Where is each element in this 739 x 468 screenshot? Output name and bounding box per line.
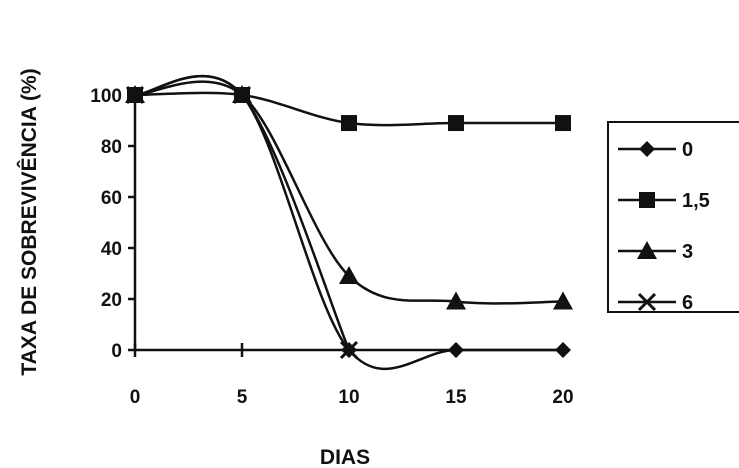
series-2-point bbox=[339, 266, 359, 285]
legend-marker bbox=[639, 141, 655, 157]
y-tick-label: 0 bbox=[111, 341, 122, 362]
series-1-point bbox=[341, 115, 357, 132]
legend-marker bbox=[637, 241, 657, 259]
series-3-point bbox=[339, 340, 359, 360]
y-tick-label: 40 bbox=[101, 239, 122, 260]
legend-label: 6 bbox=[682, 292, 693, 314]
legend-label: 0 bbox=[682, 139, 693, 161]
series-3-point bbox=[125, 85, 145, 105]
x-axis-title: DIAS bbox=[320, 446, 370, 468]
legend-marker bbox=[639, 192, 655, 208]
series-0-point bbox=[448, 342, 464, 358]
legend-label: 3 bbox=[682, 241, 693, 263]
series-line-3 bbox=[134, 74, 351, 351]
y-tick-label: 20 bbox=[101, 290, 122, 311]
x-tick-label: 5 bbox=[237, 387, 248, 408]
series-2-point bbox=[553, 291, 573, 310]
series-0-point bbox=[555, 342, 571, 358]
legend-label: 1,5 bbox=[682, 190, 710, 212]
legend: 0 1,5 3 6 bbox=[607, 121, 739, 314]
plot-area: 0 20 40 60 80 100 0 5 10 15 20 bbox=[90, 74, 574, 408]
y-tick-label: 80 bbox=[101, 137, 122, 158]
x-tick-label: 20 bbox=[552, 387, 573, 408]
x-tick-label: 0 bbox=[130, 387, 141, 408]
series-3-point bbox=[232, 85, 252, 105]
legend-marker bbox=[637, 292, 657, 312]
x-tick-label: 15 bbox=[445, 387, 467, 408]
y-tick-label: 60 bbox=[101, 188, 122, 209]
x-tick-label: 10 bbox=[338, 387, 359, 408]
series-1-point bbox=[555, 115, 571, 132]
series-line-2 bbox=[134, 80, 564, 305]
y-tick-label: 100 bbox=[90, 86, 122, 107]
legend-box bbox=[607, 121, 739, 313]
series-2-point bbox=[446, 291, 466, 310]
y-axis-title: TAXA DE SOBREVIVÊNCIA (%) bbox=[17, 68, 41, 375]
series-1-point bbox=[448, 115, 464, 132]
